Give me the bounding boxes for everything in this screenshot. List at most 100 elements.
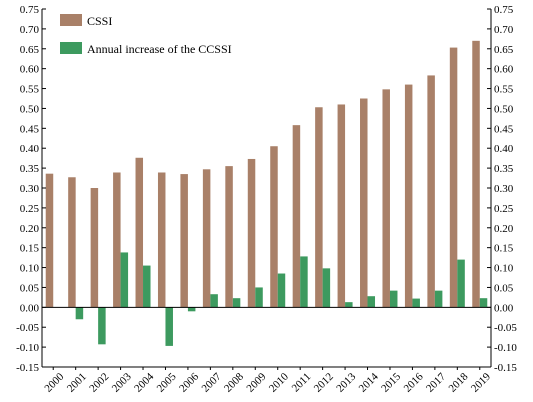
y-tick-label-left: 0.35 [20,163,40,175]
bar-annual-increase-2014 [367,296,376,308]
bar-annual-increase-2009 [255,287,263,308]
bar-cssi-2019 [472,40,480,308]
bar-cssi-2009 [247,158,256,308]
bar-cssi-2016 [404,84,413,308]
x-tick-label-2009: 2009 [244,370,268,394]
x-tick-label-2014: 2014 [357,370,381,394]
bar-annual-increase-2002 [98,307,106,345]
bar-annual-increase-2013 [345,302,353,308]
x-tick-label-2007: 2007 [200,370,224,394]
bar-annual-increase-2008 [232,298,241,308]
bar-cssi-2003 [113,172,121,308]
y-tick-label-right: 0.60 [494,64,514,76]
y-tick-label-left: 0.55 [20,84,40,96]
legend-swatch-cssi [60,14,82,26]
y-tick-label-left: 0.15 [20,243,40,255]
bars-layer [45,40,488,346]
bar-cssi-2006 [180,174,188,308]
x-tick-label-2013: 2013 [334,370,358,394]
x-tick-label-2019: 2019 [469,370,493,394]
x-tick-label-2010: 2010 [267,370,291,394]
legend-label-cssi: CSSI [87,14,112,28]
y-tick-label-right: 0.40 [494,143,514,155]
y-tick-label-left: 0.60 [20,64,40,76]
y-axis-right: -0.15 -0.10 -0.05 0.00 0.05 0.10 0.15 0.20 0.25 0… [487,4,517,374]
axes-layer [41,9,492,368]
bar-annual-increase-2010 [277,273,286,308]
y-tick-label-left: 0.05 [20,282,40,294]
y-tick-label-right: 0.75 [494,4,514,16]
bar-cssi-2001 [68,177,76,308]
y-tick-label-right: 0.15 [494,243,514,255]
y-tick-label-right: -0.05 [494,322,517,334]
y-axis-left: -0.15 -0.10 -0.05 0.00 0.05 0.10 0.15 0.20 0.25 0… [16,4,46,374]
y-tick-label-left: 0.50 [20,103,40,115]
x-tick-label-2004: 2004 [132,370,156,394]
y-tick-label-right: 0.65 [494,44,514,56]
y-tick-label-right: 0.50 [494,103,514,115]
bar-annual-increase-2011 [300,256,308,308]
x-tick-label-2016: 2016 [402,370,426,394]
bar-annual-increase-2012 [322,268,331,308]
y-tick-label-right: 0.20 [494,223,514,235]
bar-annual-increase-2004 [143,265,151,308]
y-tick-label-left: 0.75 [20,4,40,16]
x-tick-label-2015: 2015 [379,370,403,394]
bar-cssi-2000 [45,173,54,308]
x-tick-label-2003: 2003 [110,370,134,394]
bar-cssi-2014 [360,98,368,308]
bar-cssi-2002 [90,188,99,308]
legend-swatch-annual-increase [60,42,82,54]
bar-cssi-2017 [427,75,435,308]
bar-annual-increase-2006 [187,307,196,312]
legend: CSSI Annual increase of the CCSSI [60,14,232,56]
x-tick-label-2011: 2011 [290,371,314,395]
y-tick-label-left: 0.65 [20,44,40,56]
bar-cssi-2015 [382,89,390,308]
x-tick-label-2017: 2017 [424,370,448,394]
y-tick-label-right: -0.15 [494,362,517,374]
y-tick-label-left: 0.45 [20,123,40,135]
bar-annual-increase-2003 [120,252,129,308]
y-tick-label-left: -0.05 [16,322,39,334]
y-tick-label-left: -0.15 [16,362,39,374]
bar-annual-increase-2001 [75,307,84,320]
y-tick-label-right: 0.35 [494,163,514,175]
bar-cssi-2013 [337,104,346,308]
x-tick-label-2012: 2012 [312,371,336,395]
x-tick-label-2005: 2005 [155,370,179,394]
y-tick-label-right: 0.00 [494,302,514,314]
bar-annual-increase-2007 [210,294,218,308]
y-tick-label-right: 0.55 [494,84,514,96]
y-tick-label-right: 0.10 [494,263,514,275]
bar-annual-increase-2017 [434,290,443,308]
bar-cssi-2018 [449,47,458,308]
x-tick-label-2008: 2008 [222,370,246,394]
x-tick-label-2001: 2001 [65,371,89,395]
y-tick-label-right: 0.30 [494,183,514,195]
y-tick-label-left: 0.00 [20,302,40,314]
y-tick-label-right: -0.10 [494,342,517,354]
y-tick-label-right: 0.45 [494,123,514,135]
bar-cssi-2007 [202,169,211,308]
legend-label-annual-increase: Annual increase of the CCSSI [87,42,232,56]
x-tick-label-2006: 2006 [177,370,201,394]
bar-cssi-2005 [157,172,166,308]
bar-cssi-2008 [225,166,233,308]
y-tick-label-left: 0.20 [20,223,40,235]
y-tick-label-right: 0.05 [494,282,514,294]
y-tick-label-right: 0.25 [494,203,514,215]
y-tick-label-right: 0.70 [494,24,514,36]
bar-annual-increase-2015 [389,290,398,308]
bar-cssi-2004 [135,157,144,308]
y-tick-label-left: 0.70 [20,24,40,36]
y-tick-label-left: 0.10 [20,263,40,275]
y-tick-label-left: 0.40 [20,143,40,155]
bar-annual-increase-2005 [165,307,173,346]
bar-annual-increase-2018 [457,259,465,308]
bar-annual-increase-2016 [412,298,420,308]
y-tick-label-left: 0.30 [20,183,40,195]
x-axis: 2000200120022003200420052006200720082009… [42,367,493,395]
